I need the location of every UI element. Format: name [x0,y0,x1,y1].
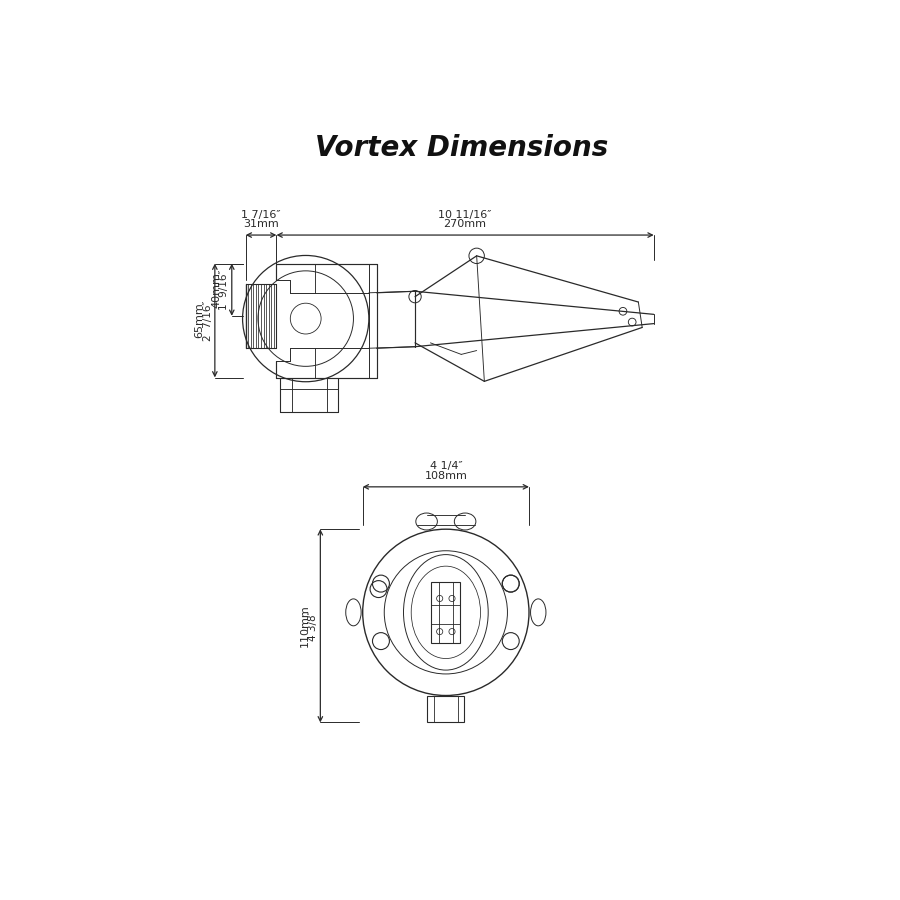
Text: 1  9/16″: 1 9/16″ [220,269,230,310]
Text: 2  7/16″: 2 7/16″ [202,301,212,341]
Text: 31mm: 31mm [243,219,279,229]
Text: 4 3/8″: 4 3/8″ [308,610,318,641]
Text: 108mm: 108mm [425,471,467,481]
Bar [428,696,464,723]
Text: 65mm: 65mm [194,302,204,338]
Text: 40mm: 40mm [211,272,221,308]
Text: 10 11/16″: 10 11/16″ [438,210,491,220]
Bar [431,581,461,643]
Text: Vortex Dimensions: Vortex Dimensions [315,134,608,162]
Text: 4 1/4″: 4 1/4″ [429,462,463,472]
Text: 270mm: 270mm [444,219,487,229]
Text: 110mm: 110mm [300,605,310,647]
Text: 1 7/16″: 1 7/16″ [241,210,281,220]
